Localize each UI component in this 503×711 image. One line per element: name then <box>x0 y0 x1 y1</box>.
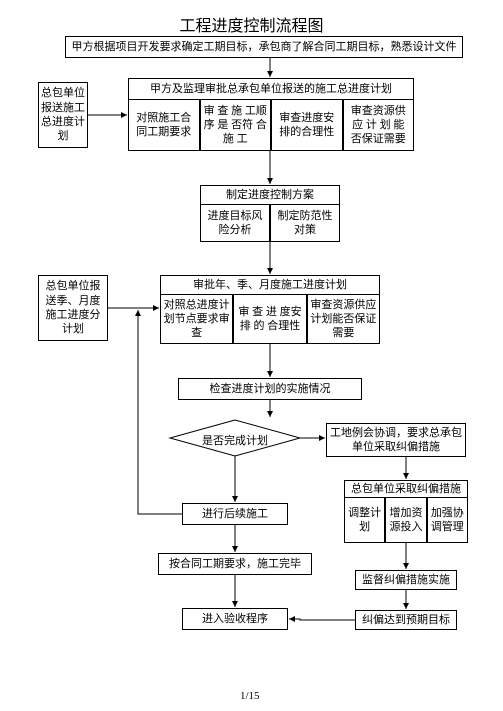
decision-label: 是否完成计划 <box>175 432 295 448</box>
cell: 增加资源投入 <box>385 497 426 543</box>
side-note-1: 总包单位报送施工总进度计划 <box>38 82 88 148</box>
page-title: 工程进度控制流程图 <box>0 12 503 36</box>
node-complete: 按合同工期要求，施工完毕 <box>158 553 312 575</box>
node-meeting: 工地例会协调，要求总承包单位采取纠偏措施 <box>326 423 466 457</box>
cell: 对照施工合同工期要求 <box>128 99 200 151</box>
cell: 进度目标风险分析 <box>200 204 270 242</box>
cell: 审 查 施 工顺 序 是 否符 合 施 工 <box>200 99 272 151</box>
side-note-2: 总包单位报送季、月度施工进度分计划 <box>38 275 108 341</box>
cell: 调整计划 <box>344 497 385 543</box>
node-plan-cells: 进度目标风险分析 制定防范性对策 <box>200 204 340 242</box>
cell: 审查资源供应 计 划 能 否保证需要 <box>343 99 415 151</box>
node-start: 甲方根据项目开发要求确定工期目标，承包商了解合同工期目标，熟悉设计文件 <box>65 36 463 58</box>
cell: 审查进度安排的合理性 <box>271 99 343 151</box>
node-review-cells: 对照施工合同工期要求 审 查 施 工顺 序 是 否符 合 施 工 审查进度安排的… <box>128 99 414 151</box>
node-period-head: 审批年、季、月度施工进度计划 <box>160 275 380 295</box>
node-check: 检查进度计划的实施情况 <box>178 378 362 400</box>
node-corrective-cells: 调整计划 增加资源投入 加强协调管理 <box>344 497 468 543</box>
node-corrective-head: 总包单位采取纠偏措施 <box>344 480 468 498</box>
cell: 审查资源供应计划能否保证需要 <box>307 294 380 344</box>
node-plan-head: 制定进度控制方案 <box>200 185 340 205</box>
node-period-cells: 对照总进度计划节点要求审查 审 查 进 度安 排 的 合理性 审查资源供应计划能… <box>160 294 380 344</box>
cell: 加强协调管理 <box>427 497 468 543</box>
cell: 对照总进度计划节点要求审查 <box>160 294 233 344</box>
cell: 制定防范性对策 <box>270 204 340 242</box>
page-footer: 1/15 <box>240 690 260 702</box>
cell: 审 查 进 度安 排 的 合理性 <box>233 294 306 344</box>
node-accept: 进入验收程序 <box>182 608 288 630</box>
node-review-head: 甲方及监理审批总承包单位报送的施工总进度计划 <box>128 78 414 100</box>
node-supervise: 监督纠偏措施实施 <box>355 570 457 590</box>
node-target: 纠偏达到预期目标 <box>355 610 457 630</box>
node-continue: 进行后续施工 <box>182 503 288 525</box>
